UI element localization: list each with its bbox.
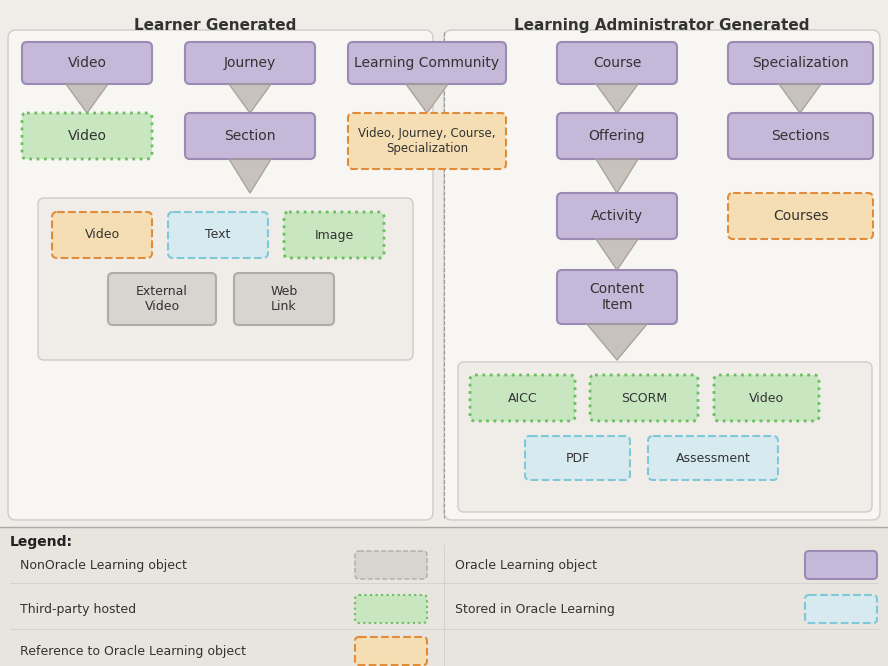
Text: Course: Course	[593, 56, 641, 70]
FancyBboxPatch shape	[458, 362, 872, 512]
Text: Video: Video	[749, 392, 784, 404]
Text: Video, Journey, Course,
Specialization: Video, Journey, Course, Specialization	[358, 127, 496, 155]
Text: Section: Section	[225, 129, 276, 143]
FancyBboxPatch shape	[22, 42, 152, 84]
FancyBboxPatch shape	[648, 436, 778, 480]
Text: Third-party hosted: Third-party hosted	[20, 603, 136, 615]
Text: Sections: Sections	[771, 129, 829, 143]
Text: Oracle Learning object: Oracle Learning object	[455, 559, 597, 571]
FancyBboxPatch shape	[590, 375, 698, 421]
Text: Learner Generated: Learner Generated	[134, 18, 297, 33]
Text: Assessment: Assessment	[676, 452, 750, 464]
FancyBboxPatch shape	[728, 193, 873, 239]
FancyBboxPatch shape	[108, 273, 216, 325]
Text: Content
Item: Content Item	[590, 282, 645, 312]
FancyBboxPatch shape	[348, 42, 506, 84]
Text: Reference to Oracle Learning object: Reference to Oracle Learning object	[20, 645, 246, 657]
FancyBboxPatch shape	[805, 551, 877, 579]
FancyBboxPatch shape	[185, 42, 315, 84]
Polygon shape	[66, 84, 108, 113]
Text: Stored in Oracle Learning: Stored in Oracle Learning	[455, 603, 614, 615]
FancyBboxPatch shape	[557, 193, 677, 239]
Polygon shape	[596, 159, 638, 193]
Text: Video: Video	[84, 228, 120, 242]
Text: Video: Video	[67, 129, 107, 143]
Polygon shape	[587, 324, 647, 360]
Text: Learning Community: Learning Community	[354, 56, 500, 70]
Text: Legend:: Legend:	[10, 535, 73, 549]
Polygon shape	[596, 84, 638, 113]
FancyBboxPatch shape	[444, 30, 880, 520]
Text: Offering: Offering	[589, 129, 646, 143]
FancyBboxPatch shape	[234, 273, 334, 325]
FancyBboxPatch shape	[728, 113, 873, 159]
FancyBboxPatch shape	[348, 113, 506, 169]
FancyBboxPatch shape	[714, 375, 819, 421]
Polygon shape	[229, 159, 271, 193]
FancyBboxPatch shape	[22, 113, 152, 159]
FancyBboxPatch shape	[728, 42, 873, 84]
Text: Image: Image	[314, 228, 353, 242]
FancyBboxPatch shape	[185, 113, 315, 159]
Polygon shape	[596, 239, 638, 270]
FancyBboxPatch shape	[805, 595, 877, 623]
FancyBboxPatch shape	[557, 42, 677, 84]
FancyBboxPatch shape	[38, 198, 413, 360]
Text: SCORM: SCORM	[621, 392, 667, 404]
Polygon shape	[779, 84, 821, 113]
FancyBboxPatch shape	[8, 30, 433, 520]
FancyBboxPatch shape	[355, 637, 427, 665]
Text: External
Video: External Video	[136, 285, 188, 313]
Polygon shape	[406, 84, 448, 113]
FancyBboxPatch shape	[557, 113, 677, 159]
Polygon shape	[229, 84, 271, 113]
FancyBboxPatch shape	[470, 375, 575, 421]
Text: Web
Link: Web Link	[270, 285, 297, 313]
FancyBboxPatch shape	[557, 270, 677, 324]
FancyBboxPatch shape	[168, 212, 268, 258]
FancyBboxPatch shape	[52, 212, 152, 258]
FancyBboxPatch shape	[525, 436, 630, 480]
FancyBboxPatch shape	[0, 527, 888, 666]
Text: NonOracle Learning object: NonOracle Learning object	[20, 559, 186, 571]
Text: Activity: Activity	[591, 209, 643, 223]
Text: PDF: PDF	[566, 452, 590, 464]
FancyBboxPatch shape	[284, 212, 384, 258]
Text: Learning Administrator Generated: Learning Administrator Generated	[514, 18, 810, 33]
Text: Courses: Courses	[773, 209, 829, 223]
Text: Specialization: Specialization	[752, 56, 849, 70]
Text: Text: Text	[205, 228, 231, 242]
Text: AICC: AICC	[508, 392, 537, 404]
Text: Journey: Journey	[224, 56, 276, 70]
Text: Video: Video	[67, 56, 107, 70]
FancyBboxPatch shape	[355, 595, 427, 623]
FancyBboxPatch shape	[355, 551, 427, 579]
